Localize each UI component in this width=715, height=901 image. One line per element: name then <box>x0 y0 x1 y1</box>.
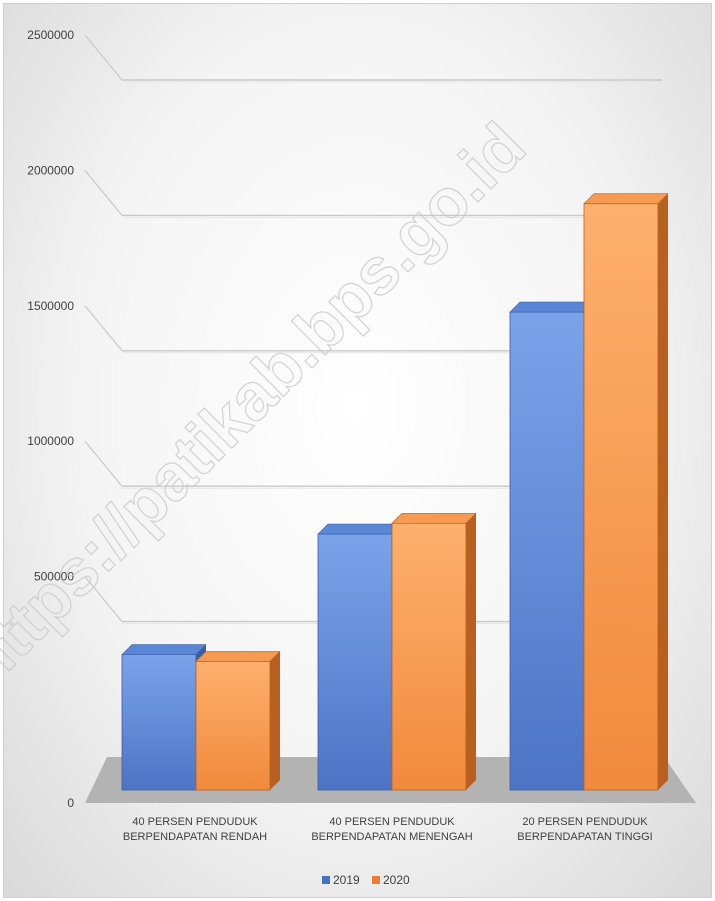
legend-label-2019: 2019 <box>333 873 360 887</box>
x-category-label: BERPENDAPATAN MENENGAH <box>311 831 472 843</box>
gridline-side <box>84 305 123 352</box>
gridline-side <box>84 34 123 81</box>
bar-2020-1 <box>195 660 271 791</box>
bar-top-2019-1 <box>121 644 207 655</box>
y-tick-label: 2500000 <box>27 28 74 42</box>
x-category-label: 20 PERSEN PENDUDUK <box>522 816 648 828</box>
bar-side-2020-1 <box>270 651 280 790</box>
y-tick-label: 1500000 <box>27 299 74 313</box>
legend-swatch-2020 <box>372 876 380 884</box>
y-tick-label: 500000 <box>34 570 74 584</box>
bar-side-2020-2 <box>466 513 476 790</box>
gridline-side <box>84 170 123 216</box>
bar-top-2020-1 <box>195 651 281 662</box>
bar-2019-3 <box>509 311 585 791</box>
gridline-side <box>84 440 123 487</box>
y-tick-label: 2000000 <box>27 163 74 177</box>
x-category-label: BERPENDAPATAN TINGGI <box>517 831 653 843</box>
x-category-label: 40 PERSEN PENDUDUK <box>329 816 455 828</box>
legend-label-2020: 2020 <box>383 873 410 887</box>
bar-side-2020-3 <box>658 193 668 790</box>
y-tick-label: 0 <box>67 796 74 810</box>
bar-2019-2 <box>317 533 393 791</box>
legend-swatch-2019 <box>322 876 330 884</box>
bar-top-2019-3 <box>509 301 595 313</box>
x-category-label: BERPENDAPATAN RENDAH <box>123 831 267 843</box>
bar-2019-1 <box>121 654 197 791</box>
bar-2020-3 <box>583 203 659 791</box>
bar-top-2020-2 <box>391 512 477 524</box>
bar-top-2020-3 <box>583 193 669 205</box>
x-category-label: 40 PERSEN PENDUDUK <box>132 816 258 828</box>
gridline-side <box>84 576 123 622</box>
y-tick-label: 1000000 <box>27 434 74 448</box>
bar-top-2019-2 <box>317 523 403 535</box>
bar-2020-2 <box>391 522 467 791</box>
